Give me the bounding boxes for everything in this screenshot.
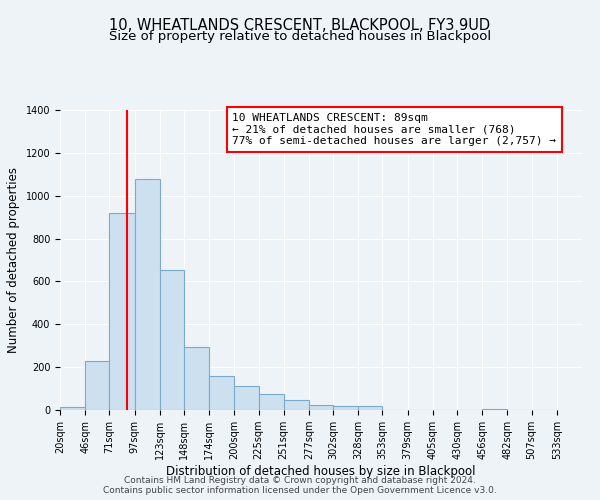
- Bar: [358, 406, 382, 410]
- X-axis label: Distribution of detached houses by size in Blackpool: Distribution of detached houses by size …: [166, 465, 476, 478]
- Bar: [184, 347, 209, 410]
- Bar: [259, 394, 284, 410]
- Text: 10 WHEATLANDS CRESCENT: 89sqm
← 21% of detached houses are smaller (768)
77% of : 10 WHEATLANDS CRESCENT: 89sqm ← 21% of d…: [232, 113, 556, 146]
- Bar: [309, 404, 333, 410]
- Text: 10, WHEATLANDS CRESCENT, BLACKPOOL, FY3 9UD: 10, WHEATLANDS CRESCENT, BLACKPOOL, FY3 …: [109, 18, 491, 32]
- Bar: [482, 409, 508, 410]
- Text: Contains public sector information licensed under the Open Government Licence v3: Contains public sector information licen…: [103, 486, 497, 495]
- Bar: [85, 360, 109, 410]
- Bar: [209, 376, 235, 410]
- Bar: [284, 400, 309, 410]
- Bar: [333, 406, 358, 410]
- Bar: [60, 407, 85, 410]
- Bar: [134, 178, 160, 410]
- Bar: [160, 270, 184, 410]
- Bar: [235, 386, 259, 410]
- Text: Size of property relative to detached houses in Blackpool: Size of property relative to detached ho…: [109, 30, 491, 43]
- Bar: [109, 213, 134, 410]
- Text: Contains HM Land Registry data © Crown copyright and database right 2024.: Contains HM Land Registry data © Crown c…: [124, 476, 476, 485]
- Y-axis label: Number of detached properties: Number of detached properties: [7, 167, 20, 353]
